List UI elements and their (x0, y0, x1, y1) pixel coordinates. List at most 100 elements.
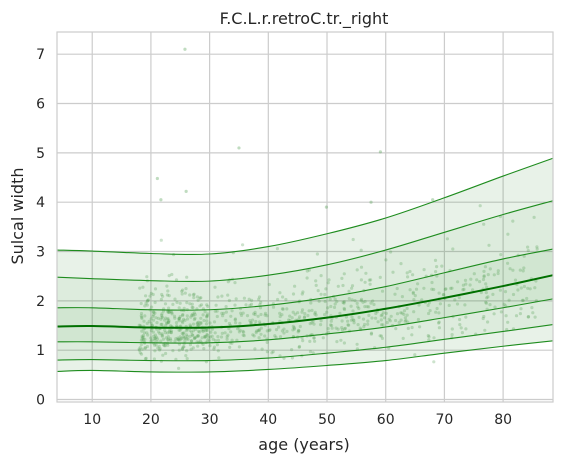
scatter-point (139, 338, 143, 342)
scatter-point (201, 342, 205, 346)
scatter-point (301, 339, 305, 343)
scatter-point (199, 321, 203, 326)
scatter-point (153, 287, 158, 291)
scatter-point (384, 311, 388, 315)
scatter-point (229, 330, 233, 334)
scatter-point (346, 319, 350, 323)
scatter-point (267, 282, 271, 287)
scatter-point (312, 336, 316, 340)
scatter-point (355, 268, 359, 272)
scatter-point (138, 346, 142, 350)
scatter-point (355, 342, 359, 346)
scatter-point (226, 280, 230, 284)
scatter-point (394, 327, 398, 331)
scatter-point (313, 339, 317, 343)
scatter-point (351, 309, 355, 313)
scatter-point (177, 366, 181, 370)
scatter-point (422, 268, 426, 272)
scatter-point (180, 319, 184, 323)
scatter-point (191, 293, 195, 297)
scatter-point (150, 305, 154, 309)
scatter-point (224, 319, 228, 323)
scatter-point (329, 323, 333, 327)
scatter-point (185, 301, 189, 305)
scatter-point (275, 247, 279, 251)
scatter-point (193, 336, 197, 340)
scatter-point (393, 292, 397, 296)
scatter-point (252, 334, 256, 338)
scatter-point (151, 310, 155, 314)
scatter-point (186, 337, 190, 341)
scatter-point (239, 311, 243, 315)
percentile-line (56, 298, 554, 344)
scatter-point (205, 314, 209, 318)
scatter-point (208, 321, 212, 325)
scatter-point (394, 318, 398, 323)
scatter-point (357, 315, 361, 319)
percentile-line (56, 157, 554, 256)
scatter-point (265, 350, 269, 354)
scatter-point (463, 303, 467, 307)
scatter-point (274, 335, 278, 339)
scatter-point (433, 258, 438, 262)
scatter-point (426, 334, 430, 338)
scatter-point (328, 297, 332, 301)
scatter-point (166, 318, 170, 322)
scatter-point (145, 275, 149, 279)
scatter-point (251, 333, 255, 337)
scatter-point (227, 321, 231, 326)
scatter-point (265, 329, 269, 333)
scatter-point (526, 315, 531, 319)
scatter-point (333, 297, 337, 301)
scatter-point (353, 299, 357, 303)
scatter-point (169, 329, 174, 333)
scatter-point (164, 323, 168, 328)
x-tick-label: 10 (83, 412, 101, 428)
scatter-point (169, 331, 173, 335)
scatter-point (259, 312, 263, 317)
scatter-point (368, 282, 372, 286)
scatter-point (281, 295, 285, 299)
scatter-point (291, 324, 295, 328)
scatter-point (379, 314, 383, 318)
scatter-point (263, 334, 267, 338)
scatter-point (196, 333, 200, 338)
scatter-point (460, 331, 464, 335)
scatter-point (166, 335, 170, 339)
scatter-point (281, 307, 285, 311)
scatter-point (307, 268, 311, 272)
scatter-point (233, 317, 237, 321)
scatter-point (278, 335, 283, 339)
scatter-point (196, 323, 200, 327)
scatter-point (444, 287, 448, 291)
scatter-point (525, 296, 529, 301)
scatter-point (440, 264, 444, 268)
scatter-point (455, 302, 460, 306)
scatter-point (233, 281, 237, 285)
scatter-point (342, 301, 346, 305)
scatter-point (334, 326, 338, 330)
scatter-point (359, 265, 364, 269)
scatter-point (164, 316, 168, 320)
scatter-point (141, 339, 145, 343)
scatter-point (205, 333, 209, 337)
scatter-point (195, 321, 200, 325)
scatter-point (161, 343, 166, 347)
scatter-point (486, 295, 490, 299)
scatter-point (484, 300, 488, 304)
scatter-point (432, 360, 436, 364)
scatter-point (478, 280, 482, 284)
scatter-point (199, 296, 203, 300)
scatter-point (532, 215, 536, 219)
scatter-point (202, 328, 206, 332)
scatter-point (145, 321, 149, 325)
scatter-point (363, 280, 367, 284)
scatter-point (340, 276, 344, 280)
scatter-point (478, 204, 482, 208)
scatter-point (274, 328, 279, 332)
scatter-point (141, 335, 145, 339)
scatter-point (364, 271, 368, 275)
scatter-point (167, 330, 171, 334)
scatter-point (236, 327, 240, 331)
scatter-point (139, 352, 144, 356)
